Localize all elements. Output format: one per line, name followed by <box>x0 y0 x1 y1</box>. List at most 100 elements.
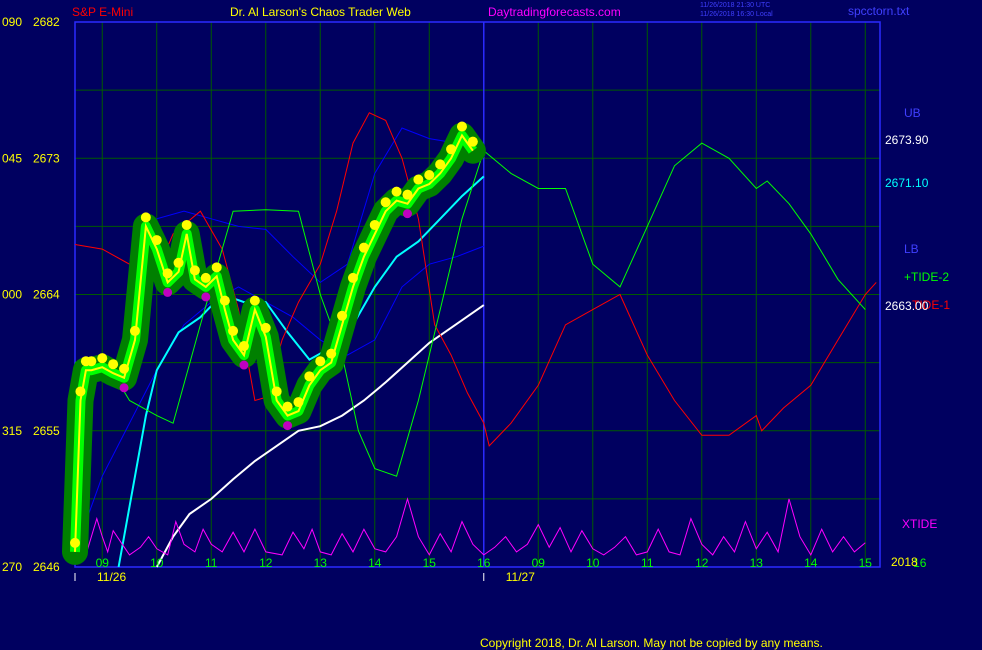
ub-label: UB <box>904 106 921 120</box>
price-high-dot <box>337 310 348 321</box>
price-high-dot <box>86 356 97 367</box>
price-low-dot <box>239 360 249 370</box>
y-tick-prefix: 090 <box>2 15 22 29</box>
price-high-dot <box>271 386 282 397</box>
price-high-dot <box>358 242 369 253</box>
x-tick-label: 15 <box>859 556 873 570</box>
x-tick-label: 14 <box>804 556 818 570</box>
price-high-dot <box>260 322 271 333</box>
price-high-dot <box>315 356 326 367</box>
instrument-label: S&P E-Mini <box>72 5 133 19</box>
price-high-dot <box>140 212 151 223</box>
y-tick-prefix: 270 <box>2 560 22 574</box>
y-tick-prefix: 315 <box>2 424 22 438</box>
price-high-dot <box>456 121 467 132</box>
price-high-dot <box>413 174 424 185</box>
price-low-dot <box>119 383 129 393</box>
series-xtide-line <box>74 497 866 557</box>
x-tick-label: 12 <box>259 556 273 570</box>
price-high-dot <box>162 268 173 279</box>
chart-title: Dr. Al Larson's Chaos Trader Web <box>230 5 411 19</box>
x-tick-label: 09 <box>96 556 110 570</box>
ub-value: 2673.90 <box>885 133 929 147</box>
y-tick-label: 2664 <box>33 288 60 302</box>
price-high-dot <box>402 189 413 200</box>
price-high-dot <box>238 341 249 352</box>
series-cyan-line <box>117 175 485 568</box>
year-label: 2018 <box>891 555 918 569</box>
price-high-dot <box>189 265 200 276</box>
y-tick-label: 2673 <box>33 151 60 165</box>
x-tick-label: 14 <box>368 556 382 570</box>
price-high-dot <box>369 219 380 230</box>
x-tick-label: 16 <box>477 556 491 570</box>
price-high-dot <box>108 359 119 370</box>
price-high-dot <box>181 219 192 230</box>
x-date-label: 11/26 <box>97 570 126 584</box>
price-layer <box>62 121 486 565</box>
data-file-label: spcctorn.txt <box>848 4 910 18</box>
tide1-label: TIDE-1 <box>912 298 950 312</box>
x-tick-label: 09 <box>532 556 546 570</box>
price-low-dot <box>283 421 293 431</box>
x-tick-label: 11 <box>641 556 654 570</box>
axis-layer: 090 2682 045 2673 000 2664 315 2655 270 2646 09 10 1… <box>2 15 927 584</box>
price-high-dot <box>200 272 211 283</box>
price-high-dot <box>293 397 304 408</box>
xtide-label: XTIDE <box>902 517 937 531</box>
price-high-dot <box>173 257 184 268</box>
mid-value: 2671.10 <box>885 176 929 190</box>
x-tick-label: 13 <box>750 556 764 570</box>
lb-label: LB <box>904 242 919 256</box>
plot-frame <box>74 21 881 568</box>
x-tick-label: 10 <box>586 556 600 570</box>
y-tick-label: 2646 <box>33 560 60 574</box>
lb-value: 2663.00 <box>885 299 929 313</box>
price-low-dot <box>402 209 412 219</box>
x-tick-label: 15 <box>423 556 437 570</box>
x-tick-label: 16 <box>913 556 927 570</box>
x-date-label: 11/27 <box>506 570 535 584</box>
price-high-dot <box>435 159 446 170</box>
price-high-dot <box>424 169 435 180</box>
price-high-dot <box>129 325 140 336</box>
price-low-dot <box>163 287 173 297</box>
x-tick-label: 13 <box>314 556 328 570</box>
price-high-dot <box>97 353 108 364</box>
price-high-dot <box>467 136 478 147</box>
price-high-dot <box>347 272 358 283</box>
price-high-dot <box>119 363 130 374</box>
local-timestamp: 11/26/2018 16:30 Local <box>700 11 773 18</box>
utc-timestamp: 11/26/2018 21:30 UTC <box>700 2 770 9</box>
price-high-dot <box>249 295 260 306</box>
price-high-dot <box>446 144 457 155</box>
price-high-dot <box>380 197 391 208</box>
grid <box>74 21 881 568</box>
price-high-dot <box>304 371 315 382</box>
x-tick-label: 12 <box>695 556 709 570</box>
y-tick-label: 2682 <box>33 15 60 29</box>
copyright-footer: Copyright 2018, Dr. Al Larson. May not b… <box>480 636 823 650</box>
series-white-line <box>155 304 485 568</box>
price-high-dot <box>282 401 293 412</box>
price-high-dot <box>75 386 86 397</box>
site-link[interactable]: Daytradingforecasts.com <box>488 5 621 19</box>
tide2-label: +TIDE-2 <box>904 270 949 284</box>
y-tick-label: 2655 <box>33 424 60 438</box>
series-lb-line <box>74 245 484 553</box>
price-high-dot <box>391 186 402 197</box>
price-high-dot <box>151 235 162 246</box>
price-high-dot <box>211 262 222 273</box>
x-tick-label: 10 <box>150 556 164 570</box>
price-high-dot <box>219 295 230 306</box>
price-high-dot <box>70 537 80 548</box>
price-high-dot <box>326 348 337 359</box>
price-low-dot <box>201 292 211 302</box>
price-high-dot <box>228 325 239 336</box>
smoothed-price-line <box>74 133 474 552</box>
x-tick-label: 11 <box>205 556 218 570</box>
y-tick-prefix: 045 <box>2 151 22 165</box>
y-tick-prefix: 000 <box>2 288 22 302</box>
